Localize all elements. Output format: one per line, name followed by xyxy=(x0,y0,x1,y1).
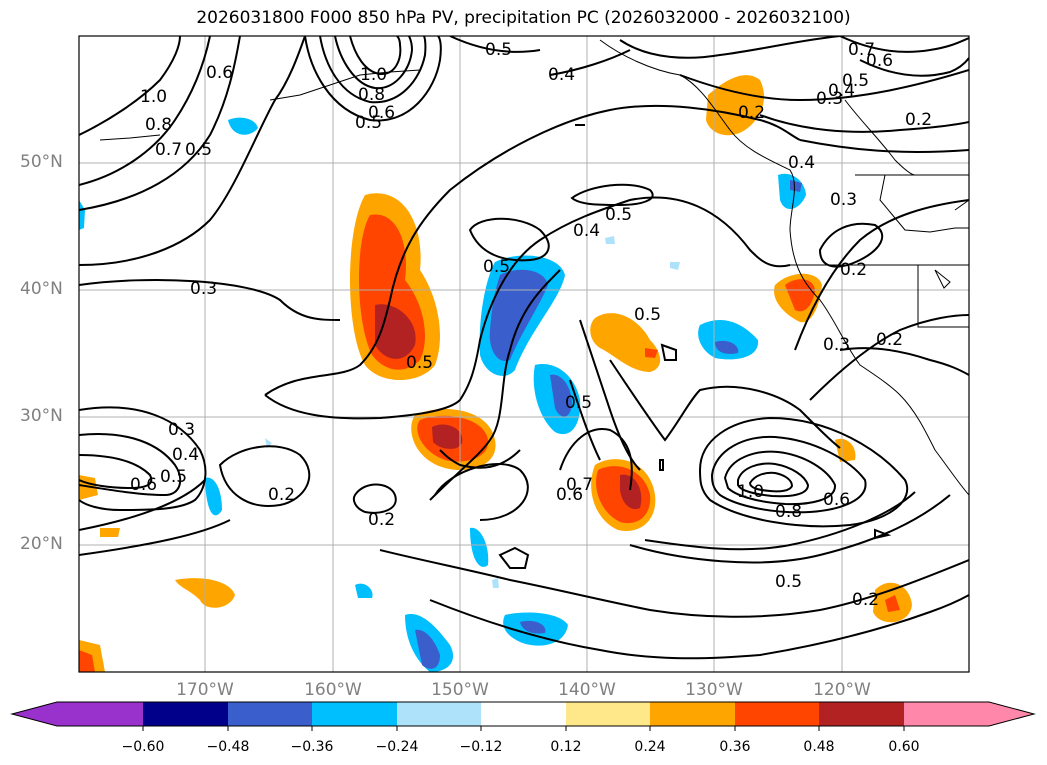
colorbar-segment xyxy=(735,702,819,726)
lon-label: 130°W xyxy=(685,680,743,700)
colorbar-segment xyxy=(57,702,143,726)
lat-label: 50°N xyxy=(20,152,63,172)
contour-label: 0.2 xyxy=(368,510,395,530)
colorbar-tick-label: −0.48 xyxy=(206,739,250,755)
lon-label: 140°W xyxy=(558,680,616,700)
contour-label: 0.3 xyxy=(168,420,195,440)
contour-label: 0.2 xyxy=(905,110,932,130)
contour-label: 0.8 xyxy=(145,115,172,135)
map-title: 2026031800 F000 850 hPa PV, precipitatio… xyxy=(196,8,851,28)
contour-label: 0.2 xyxy=(876,330,903,350)
contour-label: 0.6 xyxy=(206,63,233,83)
contour-label: 0.6 xyxy=(130,475,157,495)
lon-label: 160°W xyxy=(304,680,362,700)
colorbar-tick-label: 0.12 xyxy=(550,739,582,755)
colorbar-segment xyxy=(397,702,481,726)
lon-label: 170°W xyxy=(176,680,234,700)
contour-label: 0.5 xyxy=(485,40,512,60)
contour-label: 0.5 xyxy=(355,113,382,133)
contour-label: 0.4 xyxy=(788,153,815,173)
contour-label: 0.4 xyxy=(172,445,199,465)
contour-label: 0.5 xyxy=(160,467,187,487)
contour-label: 0.7 xyxy=(566,475,593,495)
contour-label: 0.6 xyxy=(866,51,893,71)
precip-positive-shading xyxy=(79,75,912,672)
contour-label: 0.7 xyxy=(155,140,182,160)
contour-label: 0.5 xyxy=(185,140,212,160)
contour-label: 0.5 xyxy=(565,393,592,413)
contour-label: 0.2 xyxy=(738,103,765,123)
contour-label: 0.4 xyxy=(573,221,600,241)
contour-label: 0.6 xyxy=(368,103,395,123)
contour-label: 1.0 xyxy=(737,482,764,502)
colorbar-segment xyxy=(481,702,566,726)
contour-label: 0.5 xyxy=(406,353,433,373)
map-frame xyxy=(78,35,970,673)
contour-label: 0.2 xyxy=(852,590,879,610)
contour-label: 1.0 xyxy=(360,65,387,85)
contour-label: 0.2 xyxy=(840,260,867,280)
colorbar-segment xyxy=(819,702,904,726)
colorbar-extend-min xyxy=(12,702,57,726)
contour-label: 0.5 xyxy=(775,572,802,592)
colorbar-tick-label: −0.60 xyxy=(121,739,165,755)
contour-label: 0.5 xyxy=(634,305,661,325)
lat-label: 20°N xyxy=(20,534,63,554)
contour-label-group: 1.0 0.8 0.7 0.5 0.6 1.0 0.8 0.6 0.5 0.5 … xyxy=(130,40,932,610)
contour-label: 0.5 xyxy=(605,205,632,225)
contour-label: 0.5 xyxy=(842,71,869,91)
map-plot-area: 1.0 0.8 0.7 0.5 0.6 1.0 0.8 0.6 0.5 0.5 … xyxy=(79,36,969,672)
contour-label: 0.4 xyxy=(828,81,855,101)
contour-label: 0.2 xyxy=(268,485,295,505)
contour-label: 0.3 xyxy=(190,279,217,299)
colorbar-tick-label: −0.12 xyxy=(459,739,503,755)
lat-label: 40°N xyxy=(20,279,63,299)
pv-contours xyxy=(79,36,969,660)
colorbar-tick-label: −0.36 xyxy=(290,739,334,755)
colorbar-segment xyxy=(312,702,397,726)
lat-label: 30°N xyxy=(20,406,63,426)
contour-label: 0.6 xyxy=(823,490,850,510)
colorbar xyxy=(10,701,1036,731)
colorbar-extend-max xyxy=(989,702,1034,726)
contour-label: 0.3 xyxy=(830,190,857,210)
contour-label: 0.8 xyxy=(775,502,802,522)
coastlines xyxy=(99,39,969,496)
colorbar-tick-label: 0.36 xyxy=(719,739,751,755)
colorbar-segment xyxy=(650,702,735,726)
contour-label: 0.4 xyxy=(548,65,575,85)
contour-label: 0.8 xyxy=(358,85,385,105)
colorbar-segment xyxy=(143,702,228,726)
lon-label: 120°W xyxy=(813,680,871,700)
contour-label: 1.0 xyxy=(140,87,167,107)
lon-label: 150°W xyxy=(431,680,489,700)
colorbar-tick-label: 0.48 xyxy=(803,739,835,755)
colorbar-segment xyxy=(566,702,650,726)
contour-label: 0.5 xyxy=(483,257,510,277)
colorbar-tick-label: 0.24 xyxy=(634,739,666,755)
contour-label: 0.3 xyxy=(823,335,850,355)
colorbar-tick-label: −0.24 xyxy=(375,739,419,755)
contour-label: 0.3 xyxy=(816,89,843,109)
colorbar-tick-label: 0.60 xyxy=(888,739,920,755)
colorbar-segment xyxy=(228,702,312,726)
colorbar-segment xyxy=(904,702,989,726)
contour-label: 0.7 xyxy=(848,40,875,60)
colorbar-outline xyxy=(10,701,1036,727)
contour-label: 0.6 xyxy=(556,485,583,505)
